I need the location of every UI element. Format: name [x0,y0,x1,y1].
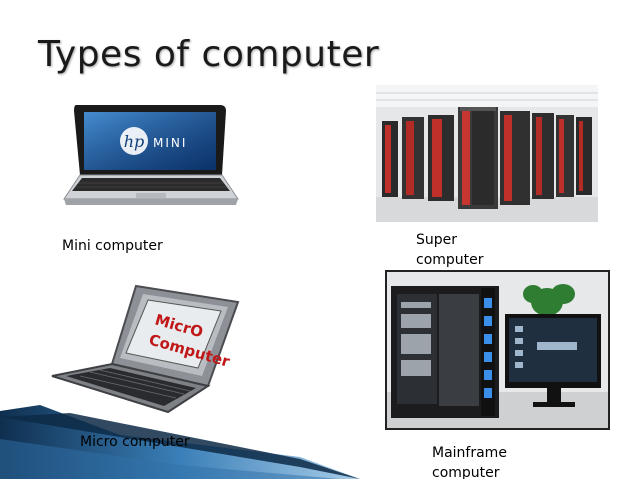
decorative-swoosh [0,405,360,479]
caption-mini-computer: Mini computer [62,238,163,254]
caption-mainframe-line2: computer [432,465,500,479]
hp-logo-text: hp [124,132,145,151]
caption-super-line2: computer [416,252,484,268]
caption-super-line1: Super [416,232,458,248]
caption-super-computer: Super computer [416,230,484,270]
mini-computer-image: hp MINI [62,103,240,210]
caption-micro-computer: Micro computer [80,434,190,450]
super-computer-image [376,85,598,222]
mini-logo-text: MINI [153,136,187,150]
slide-title: Types of computer [38,34,380,75]
caption-mainframe-line1: Mainframe [432,445,507,461]
mainframe-computer-image [385,270,610,430]
caption-mainframe-computer: Mainframe computer [432,443,507,479]
micro-computer-image: MicrO Computer [50,280,242,415]
